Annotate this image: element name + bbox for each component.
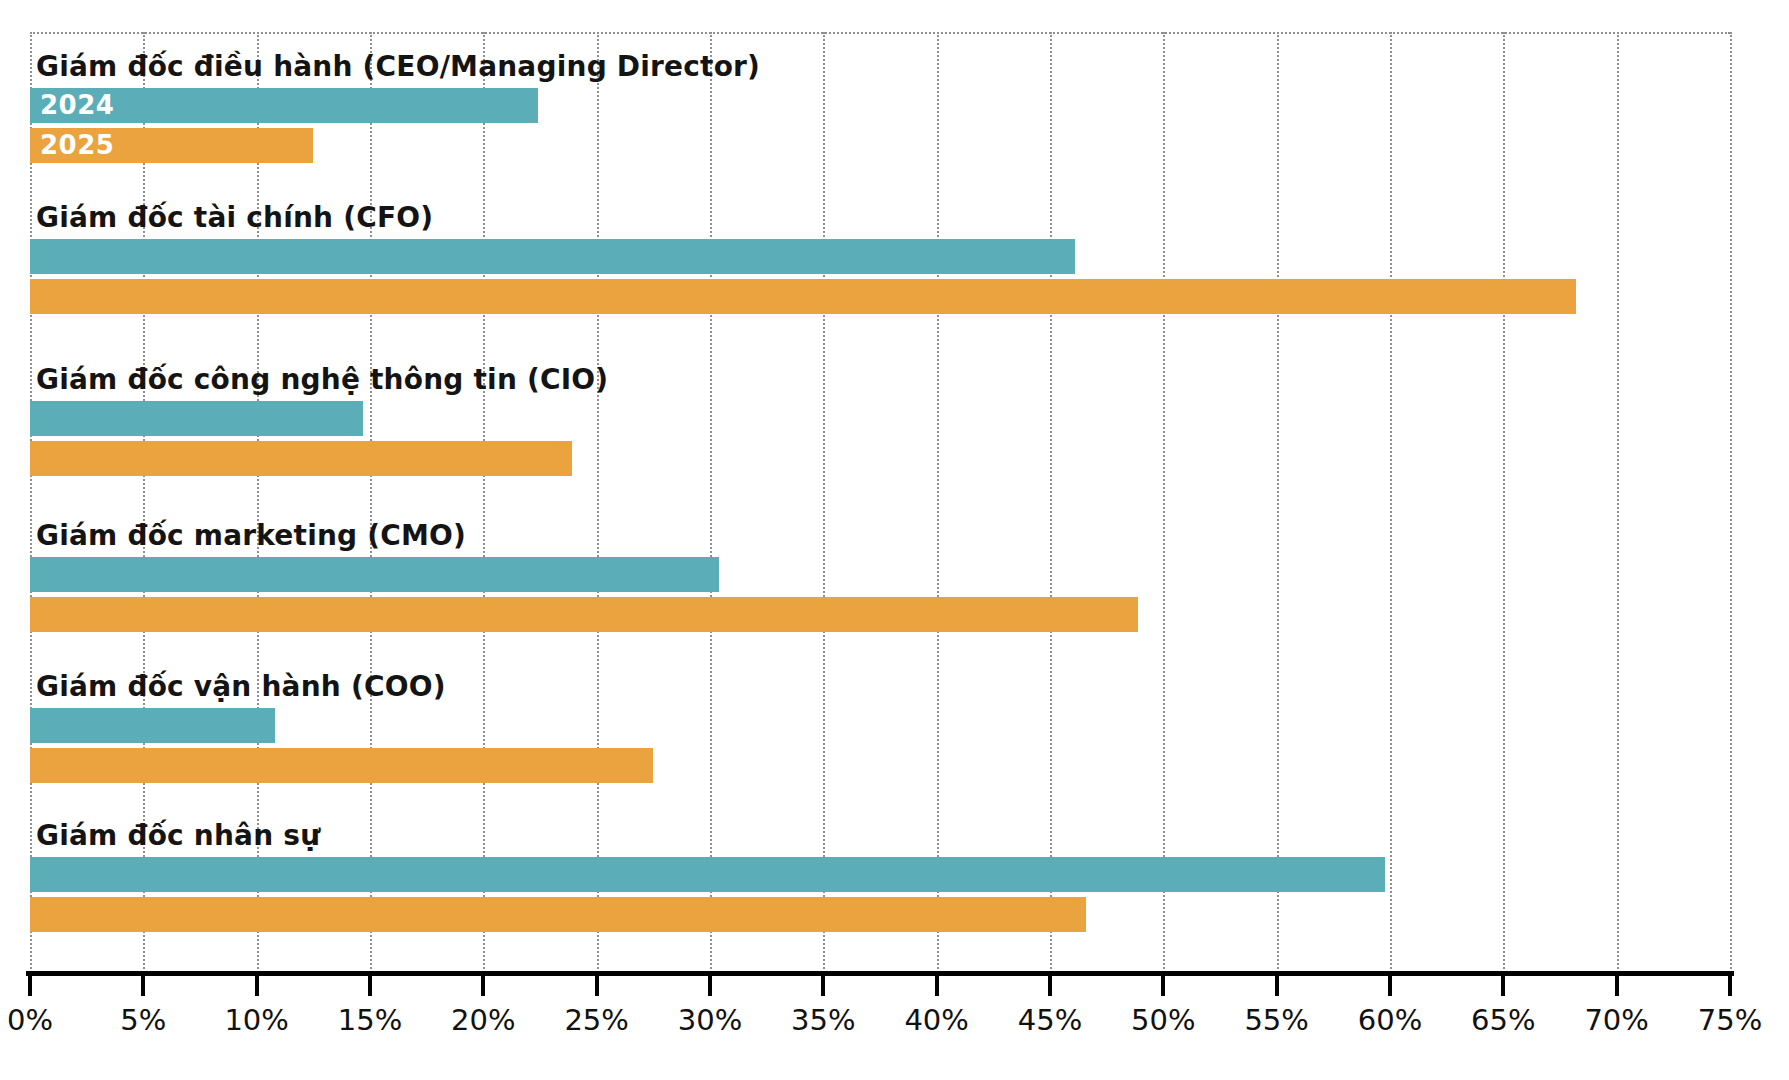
x-axis-line bbox=[26, 971, 1734, 976]
x-axis-tick-label: 35% bbox=[791, 1003, 855, 1037]
gridline-50% bbox=[1163, 32, 1165, 973]
x-axis-tick-10% bbox=[255, 976, 259, 996]
x-axis-tick-label: 55% bbox=[1244, 1003, 1308, 1037]
x-axis-tick-50% bbox=[1161, 976, 1165, 996]
x-axis-tick-40% bbox=[935, 976, 939, 996]
gridline-0% bbox=[30, 32, 32, 973]
bar-2025-category-1: 2025 bbox=[30, 128, 313, 163]
series-label-2024: 2024 bbox=[30, 88, 538, 123]
x-axis-tick-label: 65% bbox=[1471, 1003, 1535, 1037]
category-label: Giám đốc tài chính (CFO) bbox=[36, 201, 433, 234]
x-axis-tick-60% bbox=[1388, 976, 1392, 996]
category-label: Giám đốc công nghệ thông tin (CIO) bbox=[36, 363, 608, 396]
x-axis-tick-label: 5% bbox=[120, 1003, 166, 1037]
gridline-55% bbox=[1277, 32, 1279, 973]
x-axis-tick-label: 60% bbox=[1358, 1003, 1422, 1037]
x-axis-tick-5% bbox=[141, 976, 145, 996]
gridline-35% bbox=[823, 32, 825, 973]
category-label: Giám đốc điều hành (CEO/Managing Directo… bbox=[36, 50, 760, 83]
series-label-2025: 2025 bbox=[30, 128, 313, 163]
x-axis-tick-45% bbox=[1048, 976, 1052, 996]
x-axis-tick-20% bbox=[481, 976, 485, 996]
gridline-75% bbox=[1730, 32, 1732, 973]
category-label: Giám đốc nhân sự bbox=[36, 819, 320, 852]
horizontal-grouped-bar-chart: Giám đốc điều hành (CEO/Managing Directo… bbox=[0, 0, 1789, 1080]
x-axis-tick-label: 15% bbox=[338, 1003, 402, 1037]
category-label: Giám đốc marketing (CMO) bbox=[36, 519, 466, 552]
x-axis-tick-35% bbox=[821, 976, 825, 996]
gridline-30% bbox=[710, 32, 712, 973]
bar-2025-category-4 bbox=[30, 597, 1138, 632]
x-axis-tick-label: 45% bbox=[1018, 1003, 1082, 1037]
bar-2025-category-6 bbox=[30, 897, 1086, 932]
x-axis-tick-30% bbox=[708, 976, 712, 996]
x-axis-tick-label: 0% bbox=[7, 1003, 53, 1037]
bar-2025-category-3 bbox=[30, 441, 572, 476]
gridline-60% bbox=[1390, 32, 1392, 973]
bar-2024-category-1: 2024 bbox=[30, 88, 538, 123]
x-axis-tick-label: 40% bbox=[904, 1003, 968, 1037]
x-axis-tick-0% bbox=[28, 976, 32, 996]
gridline-20% bbox=[483, 32, 485, 973]
gridline-70% bbox=[1617, 32, 1619, 973]
category-label: Giám đốc vận hành (COO) bbox=[36, 670, 446, 703]
bar-2024-category-3 bbox=[30, 401, 363, 436]
x-axis-tick-label: 10% bbox=[224, 1003, 288, 1037]
x-axis-tick-15% bbox=[368, 976, 372, 996]
gridline-65% bbox=[1503, 32, 1505, 973]
x-axis-tick-70% bbox=[1615, 976, 1619, 996]
x-axis-tick-label: 70% bbox=[1584, 1003, 1648, 1037]
x-axis-tick-label: 30% bbox=[678, 1003, 742, 1037]
x-axis-tick-75% bbox=[1728, 976, 1732, 996]
bar-2024-category-4 bbox=[30, 557, 719, 592]
x-axis-tick-25% bbox=[595, 976, 599, 996]
bar-2025-category-2 bbox=[30, 279, 1576, 314]
x-axis-tick-label: 20% bbox=[451, 1003, 515, 1037]
gridline-45% bbox=[1050, 32, 1052, 973]
gridline-15% bbox=[370, 32, 372, 973]
bar-2024-category-6 bbox=[30, 857, 1385, 892]
bar-2024-category-5 bbox=[30, 708, 275, 743]
x-axis-tick-label: 75% bbox=[1698, 1003, 1762, 1037]
x-axis-tick-55% bbox=[1275, 976, 1279, 996]
x-axis-tick-label: 50% bbox=[1131, 1003, 1195, 1037]
gridline-40% bbox=[937, 32, 939, 973]
bar-2025-category-5 bbox=[30, 748, 653, 783]
bar-2024-category-2 bbox=[30, 239, 1075, 274]
gridline-25% bbox=[597, 32, 599, 973]
x-axis-tick-label: 25% bbox=[564, 1003, 628, 1037]
plot-top-border bbox=[30, 32, 1730, 34]
x-axis-tick-65% bbox=[1501, 976, 1505, 996]
